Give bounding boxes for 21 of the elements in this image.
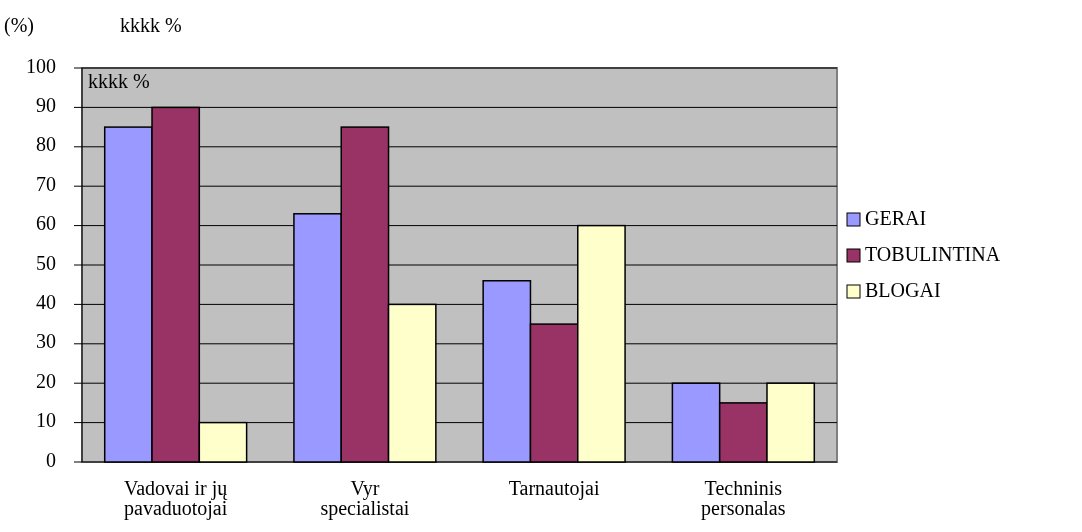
y-tick-label: 0 [46, 448, 56, 471]
y-axis-title: (%) [4, 14, 34, 37]
y-tick-label: 60 [36, 212, 56, 235]
y-tick-label: 20 [36, 369, 56, 392]
y-tick-label: 70 [36, 172, 56, 195]
x-tick-label: Tarnautojai [508, 477, 600, 500]
annotation: kkkk % [88, 70, 150, 92]
y-tick-label: 90 [36, 93, 56, 116]
legend-label: TOBULINTINA [865, 242, 1001, 265]
legend-label: BLOGAI [865, 278, 941, 301]
y-tick-label: 10 [36, 409, 56, 432]
y-tick-label: 80 [36, 133, 56, 156]
y-tick-label: 30 [36, 330, 56, 353]
text: kkkk % [120, 14, 182, 36]
y-tick-label: 40 [36, 290, 56, 313]
legend-label: GERAI [865, 206, 927, 229]
y-tick-label: 50 [36, 251, 56, 274]
y-tick-label: 100 [26, 54, 56, 77]
x-tick-label: Vadovai ir jų pavaduotojai [124, 477, 229, 520]
x-tick-label: Vyr specialistai [320, 477, 410, 520]
x-tick-label: Techninis personalas [701, 477, 786, 520]
